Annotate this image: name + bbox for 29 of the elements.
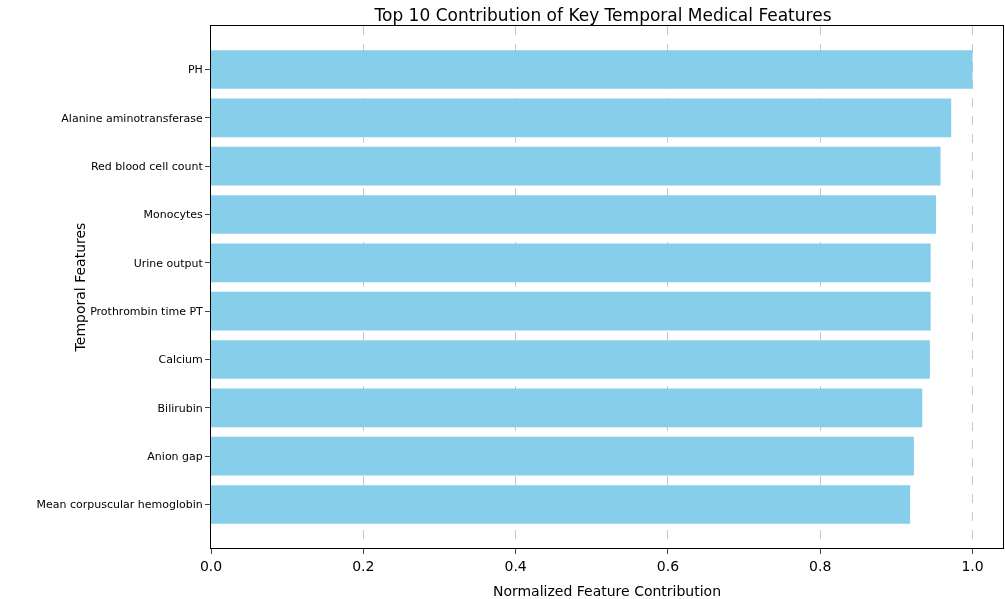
- x-tick-label: 1.0: [961, 557, 984, 574]
- x-tick-label: 0.2: [352, 557, 375, 574]
- bar: [211, 50, 973, 89]
- x-tick-label: 0.8: [809, 557, 832, 574]
- y-tick-label: Alanine aminotransferase: [61, 111, 204, 125]
- y-tick-label: Urine output: [133, 256, 204, 270]
- bar: [211, 98, 952, 138]
- x-tick-label: 0.6: [656, 557, 680, 574]
- y-tick-label: Prothrombin time PT: [90, 305, 204, 319]
- y-tick-label: Red blood cell count: [90, 160, 204, 174]
- bar: [211, 195, 936, 234]
- x-tick-label: 0.4: [504, 557, 527, 574]
- x-axis-title: Normalized Feature Contribution: [492, 583, 722, 599]
- y-tick-label: PH: [187, 63, 203, 77]
- y-tick-label: Calcium: [158, 353, 203, 367]
- bar: [211, 146, 941, 186]
- y-tick-label: Bilirubin: [157, 401, 203, 415]
- y-tick-label: Mean corpuscular hemoglobin: [36, 498, 203, 512]
- bar: [211, 388, 923, 428]
- chart-title: Top 10 Contribution of Key Temporal Medical Features: [373, 4, 832, 25]
- y-tick-label: Monocytes: [143, 208, 204, 222]
- y-axis-title: Temporal Features: [72, 222, 89, 353]
- bar: [211, 243, 931, 283]
- bar: [211, 436, 914, 476]
- bar: [211, 340, 930, 379]
- bar: [211, 485, 911, 524]
- y-tick-label: Anion gap: [147, 450, 203, 464]
- bar: [211, 291, 931, 331]
- x-tick-label: 0.0: [199, 557, 223, 574]
